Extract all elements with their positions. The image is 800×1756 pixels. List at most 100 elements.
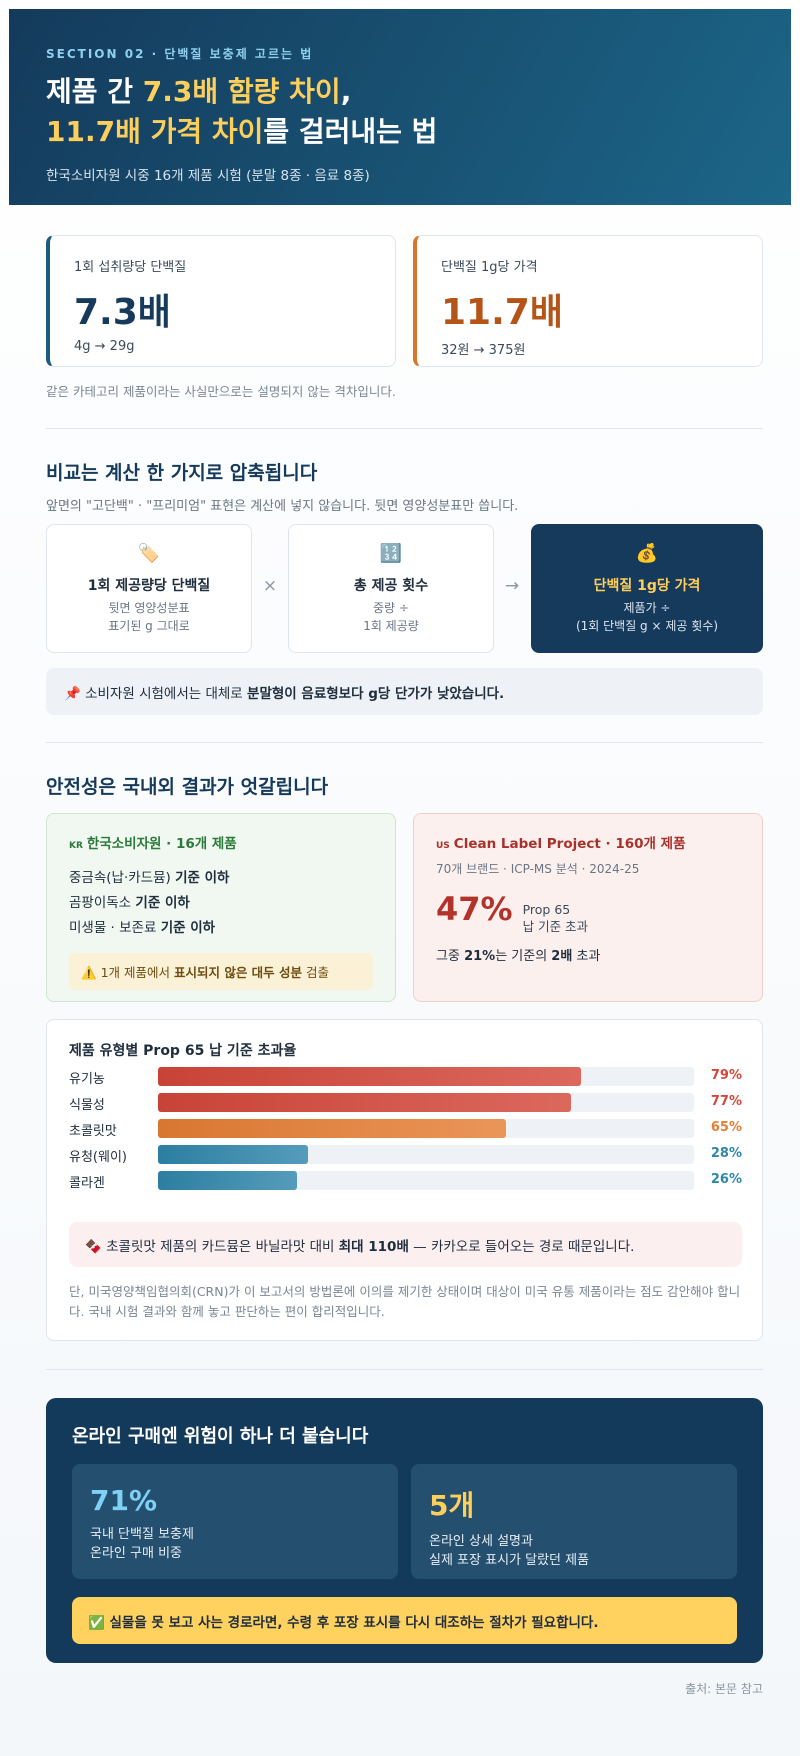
item-bold: 기준 이하 (135, 895, 190, 911)
big-value: 47% (436, 890, 513, 928)
bar-row: 유기농 79% (69, 1066, 742, 1087)
caveat: 단, 미국영양책임협의회(CRN)가 이 보고서의 방법론에 이의를 제기한 상… (69, 1284, 741, 1319)
title: 제품 간 7.3배 함량 차이, 11.7배 가격 차이를 걸러내는 법 (46, 72, 754, 152)
callout: 🍫 초콜릿맛 제품의 카드뮴은 바닐라맛 대비 최대 110배 — 카카오로 들… (69, 1222, 742, 1267)
divider (46, 428, 763, 429)
desc-line: 온라인 구매 비중 (90, 1546, 182, 1561)
item: 미생물 · 보존료 기준 이하 (69, 916, 373, 941)
tip: 📌 소비자원 시험에서는 대체로 분말형이 음료형보다 g당 단가가 낮았습니다… (46, 668, 763, 715)
stat-range: 4g → 29g (74, 339, 135, 354)
note-text: 초과 (572, 949, 601, 964)
bar-chart: 제품 유형별 Prop 65 납 기준 초과율 🍫 초콜릿맛 제품의 카드뮴은 … (46, 1019, 763, 1341)
step-title: 총 제공 횟수 (353, 578, 429, 594)
section-label: SECTION 02 · 단백질 보충제 고르는 법 (46, 47, 314, 61)
desc-line: 뒷면 영양성분표 (108, 601, 190, 615)
value-label: 77% (710, 1094, 742, 1109)
card-meta: 70개 브랜드 · ICP-MS 분석 · 2024-25 (436, 862, 640, 876)
note-bold: 21% (464, 949, 496, 964)
category-label: 초콜릿맛 (69, 1124, 117, 1139)
title-highlight: 11.7배 가격 차이 (46, 115, 264, 148)
step-icon: 🔢 (379, 543, 403, 564)
section-heading: 비교는 계산 한 가지로 압축됩니다 (46, 462, 318, 484)
callout-icon: 🍫 (85, 1239, 102, 1255)
card-title: US Clean Label Project · 160개 제품 (436, 832, 740, 852)
stat-label: 단백질 1g당 가격 (441, 260, 538, 275)
step: 💰 단백질 1g당 가격 제품가 ÷ (1회 단백질 g × 제공 횟수) (531, 524, 763, 653)
big-stat: 47% Prop 65 납 기준 초과 (436, 891, 740, 935)
warning-icon: ⚠️ (81, 965, 97, 980)
callout-bold: 최대 110배 (338, 1239, 409, 1255)
stats: 1회 섭취량당 단백질 7.3배 4g → 29g 단백질 1g당 가격 11.… (46, 235, 763, 367)
bar (158, 1145, 309, 1164)
bar-row: 콜라겐 26% (69, 1170, 742, 1191)
stats-note: 같은 카테고리 제품이라는 사실만으로는 설명되지 않는 격차입니다. (46, 384, 396, 399)
online-stat: 5개 온라인 상세 설명과 실제 포장 표시가 달랐던 제품 (411, 1464, 737, 1579)
section-intro: 앞면의 "고단백" · "프리미엄" 표현은 계산에 넣지 않습니다. 뒷면 영… (46, 499, 519, 514)
tip-icon: 📌 (64, 686, 81, 702)
flag: KR (69, 841, 83, 851)
bar-track (158, 1067, 694, 1086)
stat-card: 1회 섭취량당 단백질 7.3배 4g → 29g (46, 235, 396, 367)
bar-row: 초콜릿맛 65% (69, 1118, 742, 1139)
desc-line: 표기된 g 그대로 (108, 619, 190, 633)
bar (158, 1171, 298, 1190)
value-label: 26% (710, 1172, 742, 1187)
check-note: ✅ 실물을 못 보고 사는 경로라면, 수령 후 포장 표시를 다시 대조하는 … (72, 1597, 737, 1644)
stat-value: 71% (90, 1484, 158, 1517)
item-text: 곰팡이독소 (69, 895, 136, 911)
section-heading: 온라인 구매엔 위험이 하나 더 붙습니다 (72, 1426, 369, 1447)
item-text: 중금속(납·카드뮴) (69, 870, 176, 886)
kr-items: 중금속(납·카드뮴) 기준 이하 곰팡이독소 기준 이하 미생물 · 보존료 기… (69, 866, 373, 941)
divider (46, 1369, 763, 1370)
stat-range: 32원 → 375원 (441, 343, 526, 358)
bar-track (158, 1145, 694, 1164)
item: 곰팡이독소 기준 이하 (69, 891, 373, 916)
stat-card: 단백질 1g당 가격 11.7배 32원 → 375원 (413, 235, 763, 367)
formula-steps: 🏷️ 1회 제공량당 단백질 뒷면 영양성분표 표기된 g 그대로 × 🔢 총 제공 횟… (46, 524, 763, 654)
chart-title: 제품 유형별 Prop 65 납 기준 초과율 (69, 1043, 297, 1059)
step-title: 1회 제공량당 단백질 (87, 578, 211, 594)
divider (46, 742, 763, 743)
category-label: 유기농 (69, 1072, 105, 1087)
warning-bold: 표시되지 않은 대두 성분 (173, 965, 303, 980)
formula-head: 비교는 계산 한 가지로 압축됩니다 앞면의 "고단백" · "프리미엄" 표현… (46, 458, 763, 514)
callout-text: 초콜릿맛 제품의 카드뮴은 바닐라맛 대비 (106, 1239, 339, 1255)
category-label: 식물성 (69, 1098, 105, 1113)
bar-track (158, 1171, 694, 1190)
desc-line: Prop 65 (522, 902, 571, 917)
tip-text: 소비자원 시험에서는 대체로 (85, 686, 248, 702)
step-icon: 💰 (635, 543, 659, 564)
category-label: 유청(웨이) (69, 1150, 127, 1165)
header: SECTION 02 · 단백질 보충제 고르는 법 제품 간 7.3배 함량 … (9, 9, 791, 205)
operator: → (504, 576, 520, 596)
title-highlight: 7.3배 함량 차이 (142, 75, 341, 108)
online-section: 온라인 구매엔 위험이 하나 더 붙습니다 71% 국내 단백질 보충제 온라인 구… (46, 1398, 763, 1663)
check-text: 실물을 못 보고 사는 경로라면, 수령 후 포장 표시를 다시 대조하는 절차… (109, 1615, 599, 1631)
title-text: , (340, 75, 352, 108)
stat-value: 7.3배 (74, 292, 171, 333)
subtitle: 한국소비자원 시중 16개 제품 시험 (분말 8종 · 음료 8종) (46, 168, 370, 184)
desc-line: (1회 단백질 g × 제공 횟수) (575, 619, 719, 633)
bar-row: 식물성 77% (69, 1092, 742, 1113)
bar-row: 유청(웨이) 28% (69, 1144, 742, 1165)
us-note: 그중 21%는 기준의 2배 초과 (436, 945, 740, 964)
warning-text: 1개 제품에서 (100, 965, 174, 980)
step: 🏷️ 1회 제공량당 단백질 뒷면 영양성분표 표기된 g 그대로 (46, 524, 252, 653)
step-desc: 중량 ÷ 1회 제공량 (289, 599, 493, 635)
category-label: 콜라겐 (69, 1176, 105, 1191)
note-text: 는 기준의 (495, 949, 552, 964)
desc-line: 온라인 상세 설명과 (429, 1534, 533, 1549)
footer: 출처: 본문 참고 (685, 1682, 763, 1696)
card-title-text: Clean Label Project · 160개 제품 (453, 836, 686, 852)
step-desc: 제품가 ÷ (1회 단백질 g × 제공 횟수) (532, 599, 762, 635)
title-text: 제품 간 (46, 75, 143, 108)
item-text: 미생물 · 보존료 (69, 920, 161, 936)
bar (158, 1067, 582, 1086)
us-card: US Clean Label Project · 160개 제품 70개 브랜드 … (413, 813, 763, 1002)
safety-cards: KR 한국소비자원 · 16개 제품 중금속(납·카드뮴) 기준 이하 곰팡이독소… (46, 813, 763, 1002)
kr-card: KR 한국소비자원 · 16개 제품 중금속(납·카드뮴) 기준 이하 곰팡이독소… (46, 813, 396, 1002)
